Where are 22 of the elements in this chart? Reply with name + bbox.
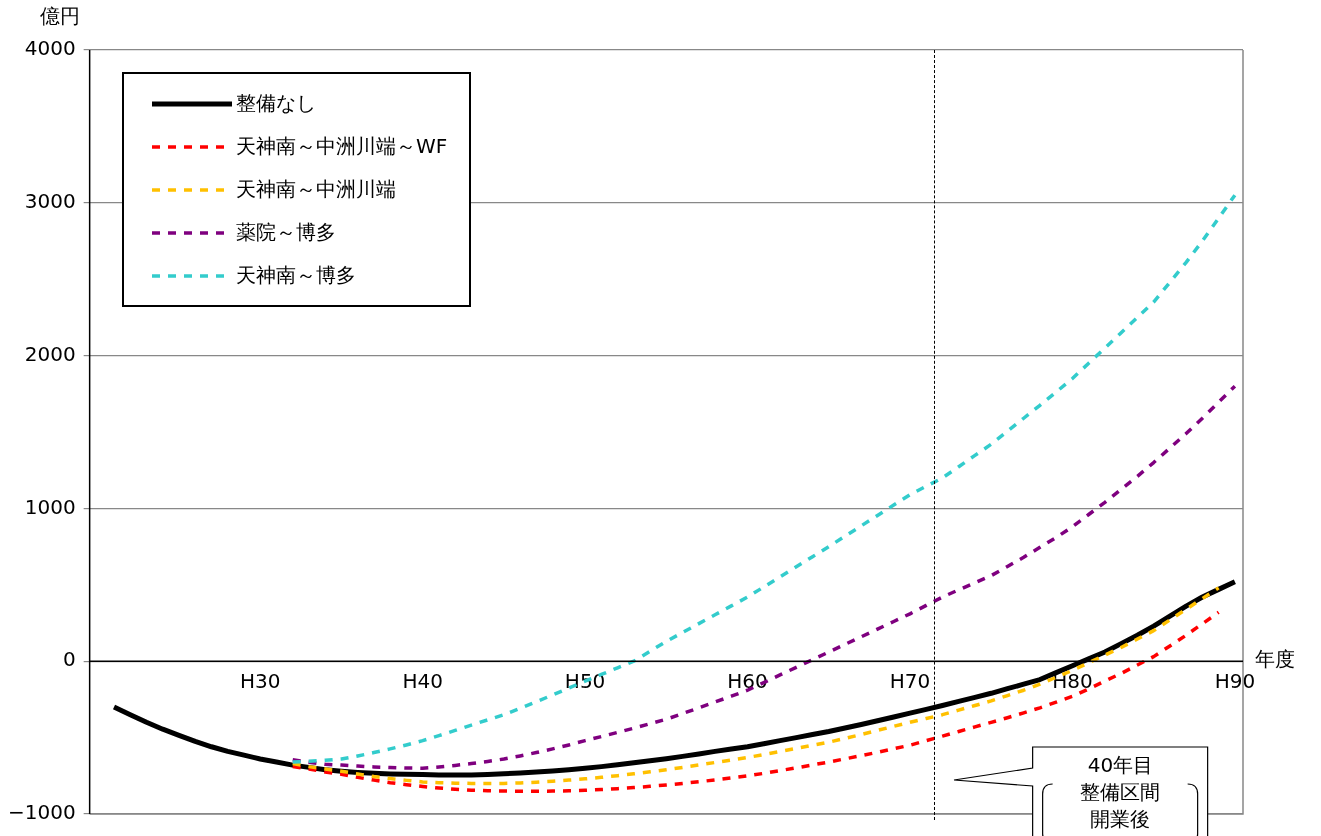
y-tick-label: 3000 — [24, 189, 76, 213]
y-tick-label: 0 — [62, 647, 76, 672]
x-tick-label: H40 — [402, 669, 443, 694]
annotation: 40年目 — [1086, 752, 1155, 779]
legend-label: 天神南～中洲川端～WF — [236, 133, 448, 160]
y-tick-label: 1000 — [24, 494, 76, 519]
x-tick-label: H80 — [1052, 669, 1093, 694]
x-tick-label: H70 — [889, 669, 931, 694]
x-tick-label: H30 — [239, 669, 281, 694]
y-tick-label: 2000 — [24, 341, 76, 366]
y-tick-label: 4000 — [24, 36, 76, 61]
legend-label: 天神南～博多 — [236, 262, 356, 289]
y-axis-title: 億円 — [39, 4, 80, 29]
annotation: 整備区間 — [1079, 779, 1162, 806]
annotation: 開業後 — [1089, 806, 1152, 833]
legend-label: 天神南～中洲川端 — [236, 176, 396, 203]
x-tick-label: H90 — [1214, 669, 1256, 694]
legend-label: 整備なし — [236, 90, 316, 117]
x-tick-label: H60 — [727, 669, 768, 694]
y-tick-label: −1000 — [8, 800, 76, 825]
x-axis-title: 年度 — [1255, 647, 1295, 672]
legend-label: 薬院～博多 — [236, 219, 336, 246]
